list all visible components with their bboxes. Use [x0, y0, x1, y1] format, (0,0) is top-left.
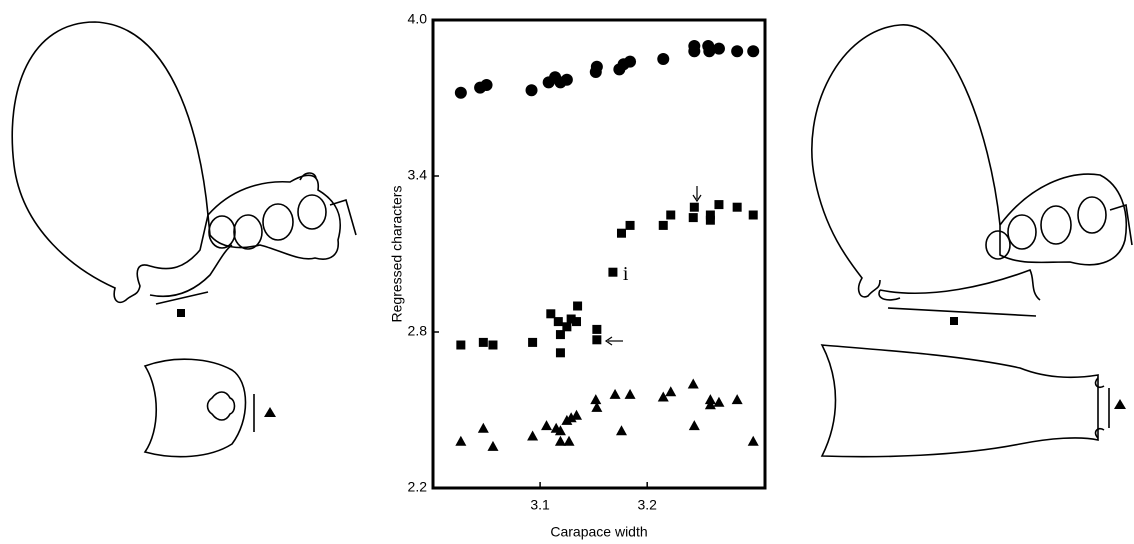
data-point	[480, 79, 493, 91]
data-point	[657, 53, 670, 65]
data-point	[689, 202, 699, 212]
data-point	[560, 73, 573, 86]
data-point	[731, 45, 744, 58]
data-point	[456, 340, 466, 350]
data-point	[572, 317, 582, 327]
y-tick-label: 2.2	[408, 479, 428, 495]
right-drawing	[811, 24, 1133, 458]
data-point	[731, 394, 743, 405]
data-point	[608, 267, 618, 277]
data-point	[704, 399, 716, 410]
plot-frame	[431, 18, 767, 490]
data-point	[688, 213, 698, 223]
data-point	[624, 388, 636, 399]
data-point	[478, 337, 488, 347]
data-point	[555, 348, 565, 358]
data-point	[554, 435, 566, 446]
data-point	[624, 55, 637, 68]
data-point	[477, 422, 489, 433]
data-point	[615, 425, 627, 436]
data-point	[705, 210, 715, 220]
data-point	[657, 391, 669, 402]
data-point	[546, 309, 556, 319]
data-point	[658, 220, 668, 230]
x-tick-label: 3.2	[637, 497, 657, 513]
data-point	[455, 435, 467, 446]
data-point	[592, 335, 602, 345]
data-point	[555, 330, 565, 340]
data-point	[566, 314, 576, 324]
data-point	[712, 42, 725, 55]
data-point	[528, 337, 538, 347]
data-point	[592, 324, 602, 334]
data-point	[563, 435, 575, 446]
data-point	[705, 215, 715, 225]
data-point	[454, 86, 467, 99]
data-point	[625, 220, 635, 230]
data-point	[525, 84, 538, 97]
data-point	[688, 420, 700, 431]
data-point	[713, 396, 725, 407]
data-point	[687, 378, 699, 389]
y-tick-label: 4.0	[408, 11, 428, 27]
data-point	[747, 45, 760, 58]
data-point	[714, 200, 724, 210]
data-point	[561, 414, 573, 425]
data-point	[487, 440, 499, 451]
data-point	[688, 40, 701, 52]
data-point	[527, 430, 539, 441]
data-point	[665, 386, 677, 397]
data-point	[573, 301, 583, 311]
annotation: i	[623, 263, 629, 285]
data-point	[616, 228, 626, 238]
data-point	[571, 409, 583, 420]
data-point	[704, 394, 716, 405]
left-drawing	[11, 21, 357, 458]
data-point	[590, 394, 602, 405]
data-point	[554, 425, 566, 436]
y-tick-label: 3.4	[408, 167, 428, 183]
pointer-arrows	[604, 186, 702, 346]
data-point	[541, 420, 553, 431]
data-point	[666, 210, 676, 220]
data-point	[703, 45, 716, 58]
data-point	[565, 412, 577, 423]
y-axis-label: Regressed characters	[389, 186, 405, 323]
data-point	[562, 322, 572, 332]
data-point	[553, 317, 563, 327]
data-point	[747, 435, 759, 446]
data-point	[609, 388, 621, 399]
data-point	[732, 202, 742, 212]
x-tick-label: 3.1	[530, 497, 550, 513]
data-point	[488, 340, 498, 350]
data-point	[591, 401, 603, 412]
data-point	[748, 210, 758, 220]
y-tick-label: 2.8	[408, 323, 428, 339]
x-axis-label: Carapace width	[550, 524, 647, 540]
data-point	[590, 60, 603, 73]
